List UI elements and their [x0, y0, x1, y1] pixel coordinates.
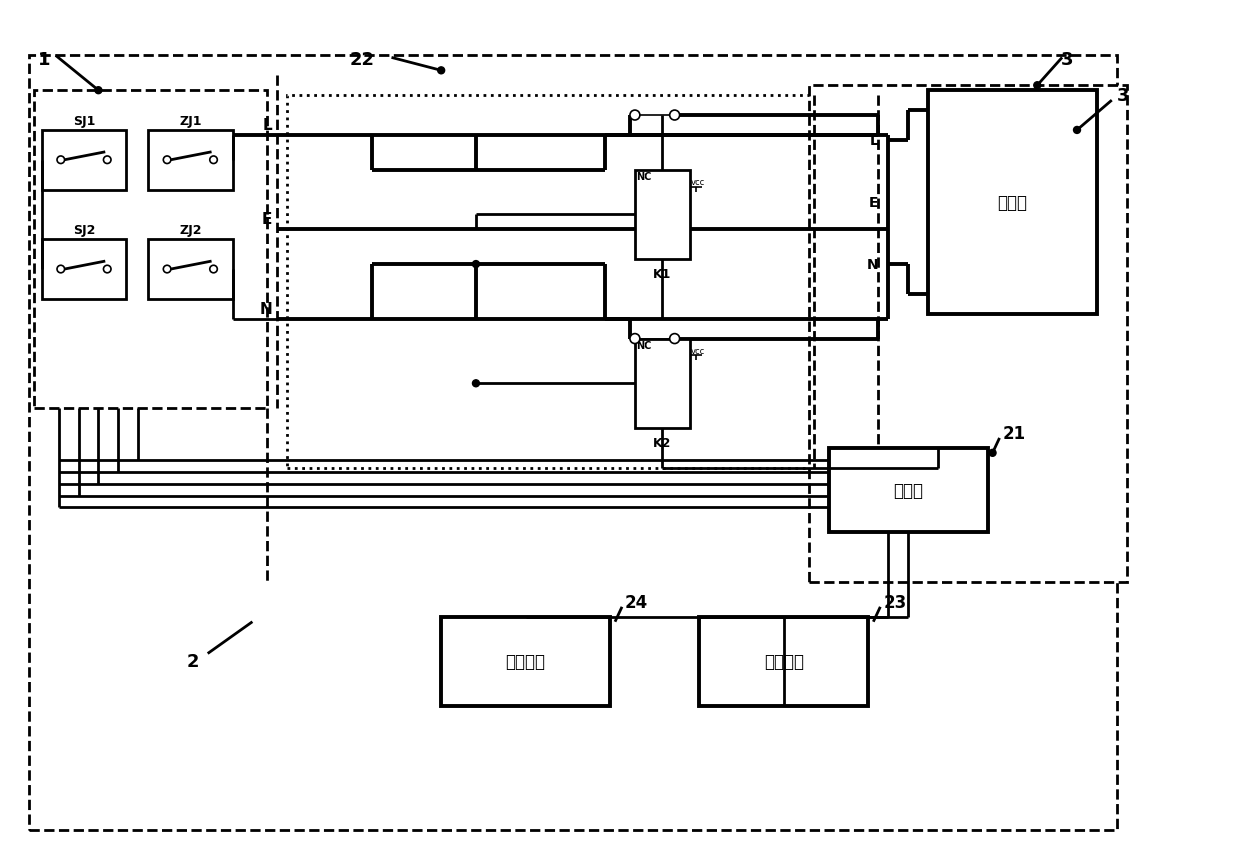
Text: L: L	[869, 134, 878, 148]
Circle shape	[57, 266, 64, 274]
Circle shape	[95, 88, 102, 95]
Text: ZJ1: ZJ1	[179, 115, 202, 128]
Text: 3: 3	[1117, 87, 1130, 105]
Circle shape	[630, 111, 640, 121]
Text: 24: 24	[625, 593, 649, 611]
Text: 3: 3	[1061, 51, 1074, 69]
Bar	[441, 617, 610, 706]
Bar	[928, 91, 1097, 315]
Bar	[42, 240, 126, 299]
Text: vcc: vcc	[691, 178, 704, 187]
Bar	[42, 131, 126, 190]
Circle shape	[210, 266, 217, 274]
Text: 充电枪: 充电枪	[997, 194, 1028, 212]
Text: K2: K2	[653, 437, 671, 450]
Circle shape	[472, 261, 480, 268]
Text: SJ2: SJ2	[73, 224, 95, 237]
Text: E: E	[262, 212, 273, 227]
Text: K1: K1	[653, 268, 671, 281]
Text: N: N	[259, 301, 273, 316]
Circle shape	[164, 157, 171, 165]
Bar	[635, 171, 689, 260]
Text: ZJ2: ZJ2	[179, 224, 202, 237]
Text: 定位模块: 定位模块	[506, 653, 546, 670]
Circle shape	[210, 157, 217, 165]
Circle shape	[103, 157, 112, 165]
Circle shape	[103, 266, 112, 274]
Circle shape	[438, 67, 445, 75]
Text: 22: 22	[350, 51, 374, 69]
Circle shape	[164, 266, 171, 274]
Text: 控制器: 控制器	[893, 481, 923, 500]
Bar	[33, 91, 268, 409]
Text: 网络模块: 网络模块	[764, 653, 804, 670]
Text: NC: NC	[636, 340, 652, 351]
Circle shape	[472, 380, 480, 387]
Text: SJ1: SJ1	[73, 115, 95, 128]
Text: 23: 23	[883, 593, 906, 611]
Bar	[288, 96, 843, 468]
Text: L: L	[263, 118, 273, 133]
Circle shape	[1034, 83, 1040, 90]
Text: 2: 2	[186, 652, 200, 670]
Circle shape	[57, 157, 64, 165]
Bar	[699, 617, 868, 706]
Circle shape	[670, 111, 680, 121]
Circle shape	[670, 334, 680, 344]
Bar	[828, 449, 987, 532]
Text: vcc: vcc	[691, 346, 704, 356]
Circle shape	[990, 450, 996, 456]
Text: 1: 1	[37, 51, 50, 69]
Bar	[29, 56, 1117, 830]
Text: E: E	[869, 195, 878, 210]
Bar	[148, 240, 233, 299]
Circle shape	[630, 334, 640, 344]
Bar	[808, 86, 1127, 583]
Circle shape	[1074, 127, 1080, 134]
Text: NC: NC	[636, 172, 652, 182]
Bar	[635, 339, 689, 428]
Text: 21: 21	[1002, 425, 1025, 443]
Bar	[148, 131, 233, 190]
Text: N: N	[867, 258, 878, 272]
